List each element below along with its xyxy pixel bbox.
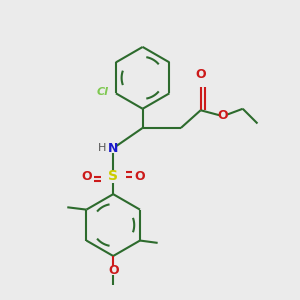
Text: O: O bbox=[134, 170, 145, 183]
Text: N: N bbox=[108, 142, 119, 155]
Text: S: S bbox=[108, 169, 118, 184]
Text: O: O bbox=[108, 264, 119, 277]
Text: Cl: Cl bbox=[97, 87, 109, 97]
Text: O: O bbox=[81, 170, 92, 183]
Text: O: O bbox=[218, 109, 228, 122]
Text: O: O bbox=[195, 68, 206, 81]
Text: H: H bbox=[98, 142, 107, 153]
